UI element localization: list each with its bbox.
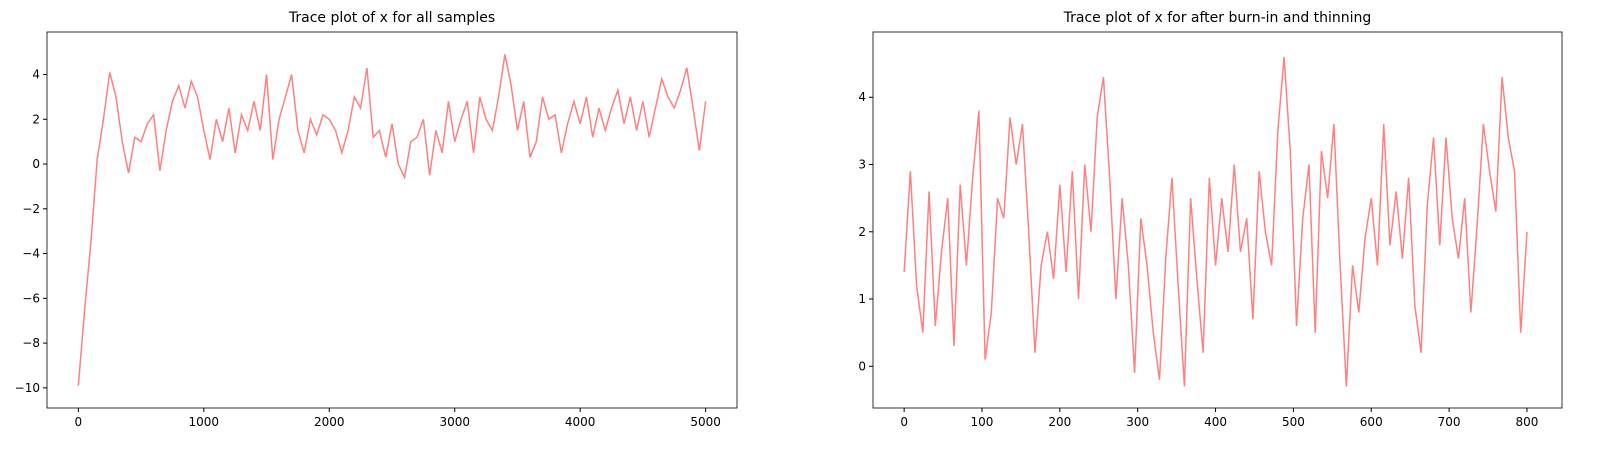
x-tick-label: 1000 xyxy=(189,415,220,429)
chart-title: Trace plot of x for all samples xyxy=(288,10,495,26)
x-tick-label: 0 xyxy=(900,415,908,429)
x-tick-label: 3000 xyxy=(439,415,470,429)
y-tick-label: 3 xyxy=(858,158,866,172)
y-tick-label: 0 xyxy=(858,359,866,373)
x-tick-label: 300 xyxy=(1126,415,1149,429)
x-tick-label: 600 xyxy=(1360,415,1383,429)
x-tick-label: 2000 xyxy=(314,415,345,429)
y-tick-label: 4 xyxy=(858,90,866,104)
axes-frame xyxy=(46,31,738,409)
y-tick-label: 1 xyxy=(858,292,866,306)
trace-line xyxy=(77,54,707,386)
y-tick-label: −4 xyxy=(22,247,40,261)
chart-title: Trace plot of x for after burn-in and th… xyxy=(1063,10,1372,26)
x-tick-label: 5000 xyxy=(690,415,721,429)
y-tick-label: 0 xyxy=(32,157,40,171)
trace-line xyxy=(903,56,1528,387)
y-tick-label: 2 xyxy=(858,225,866,239)
x-tick-label: 700 xyxy=(1438,415,1461,429)
y-tick-label: −10 xyxy=(15,381,40,395)
axes-frame xyxy=(872,31,1563,409)
y-tick-label: −8 xyxy=(22,336,40,350)
x-tick-label: 500 xyxy=(1282,415,1305,429)
x-tick-label: 0 xyxy=(75,415,83,429)
x-tick-label: 100 xyxy=(971,415,994,429)
y-tick-label: −6 xyxy=(22,291,40,305)
x-tick-label: 200 xyxy=(1048,415,1071,429)
y-tick-label: 2 xyxy=(32,112,40,126)
y-tick-label: −2 xyxy=(22,202,40,216)
x-tick-label: 800 xyxy=(1516,415,1539,429)
y-tick-label: 4 xyxy=(32,68,40,82)
x-tick-label: 400 xyxy=(1204,415,1227,429)
x-tick-label: 4000 xyxy=(565,415,596,429)
